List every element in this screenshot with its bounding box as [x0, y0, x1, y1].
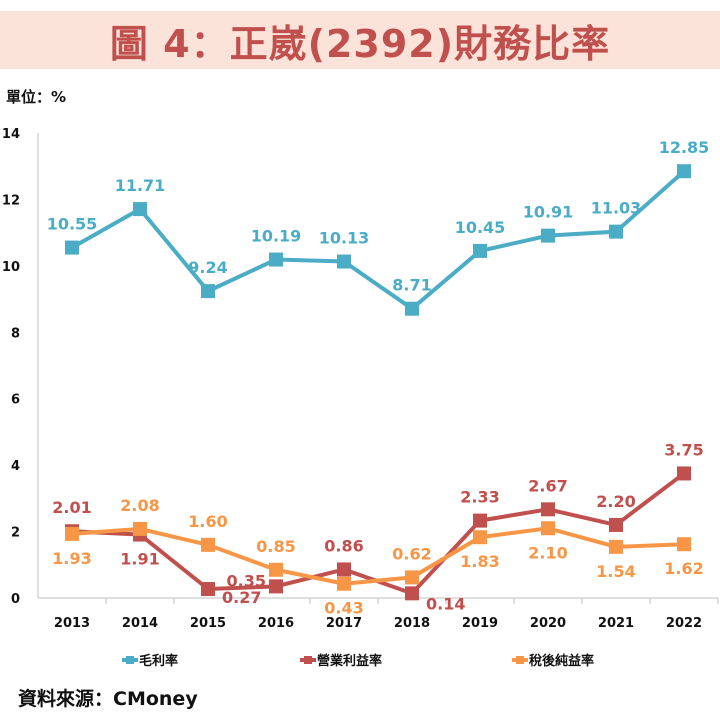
data-label: 1.60 — [188, 512, 227, 531]
y-tick-label: 6 — [11, 393, 20, 408]
data-label: 0.14 — [426, 594, 465, 613]
data-point — [269, 562, 283, 577]
data-label: 1.54 — [596, 562, 635, 581]
x-tick-label: 2022 — [666, 616, 702, 631]
data-point — [405, 301, 419, 316]
data-label: 2.01 — [52, 498, 91, 517]
x-tick-label: 2020 — [530, 616, 566, 631]
data-point — [201, 537, 215, 552]
legend-marker — [304, 656, 312, 664]
data-label: 10.55 — [47, 215, 98, 234]
series-line — [71, 169, 686, 312]
x-tick-label: 2013 — [54, 616, 90, 631]
data-label: 12.85 — [659, 138, 710, 157]
y-tick-label: 12 — [2, 193, 20, 208]
data-label: 1.93 — [52, 549, 91, 568]
y-tick-label: 10 — [2, 260, 20, 275]
data-label: 10.13 — [319, 229, 370, 248]
data-point — [677, 164, 691, 179]
source-label: 資料來源：CMoney — [18, 688, 198, 710]
x-tick-label: 2021 — [598, 616, 634, 631]
data-label: 0.43 — [324, 599, 363, 618]
data-point — [609, 517, 623, 532]
data-point — [133, 202, 147, 217]
y-tick-label: 2 — [11, 526, 20, 541]
data-label: 10.91 — [523, 203, 574, 222]
data-label: 10.19 — [251, 227, 302, 246]
data-label: 0.62 — [392, 544, 431, 563]
data-label: 10.45 — [455, 218, 506, 237]
data-point — [677, 466, 691, 481]
x-tick-label: 2018 — [394, 616, 430, 631]
data-label: 1.83 — [460, 552, 499, 571]
data-label: 0.85 — [256, 537, 295, 556]
chart-title: 圖 4：正崴(2392)財務比率 — [109, 21, 611, 66]
data-label: 1.91 — [120, 550, 159, 569]
data-point — [405, 586, 419, 601]
legend-label: 稅後純益率 — [529, 653, 594, 669]
legend-label: 營業利益率 — [317, 653, 382, 669]
data-label: 11.03 — [591, 199, 642, 218]
series-line — [71, 526, 685, 586]
data-label: 2.20 — [596, 492, 635, 511]
y-tick-label: 4 — [11, 459, 20, 474]
data-label: 2.10 — [528, 543, 567, 562]
data-point — [65, 240, 79, 255]
x-tick-label: 2014 — [122, 616, 158, 631]
data-label: 0.27 — [222, 588, 261, 607]
data-point — [541, 228, 555, 243]
data-label: 1.62 — [664, 559, 703, 578]
title-banner: 圖 4：正崴(2392)財務比率 — [0, 11, 720, 69]
data-label: 0.86 — [324, 536, 363, 555]
data-point — [473, 530, 487, 545]
data-point — [337, 562, 351, 577]
data-point — [473, 243, 487, 258]
x-tick-label: 2017 — [326, 616, 362, 631]
unit-label: 單位：% — [6, 88, 67, 106]
data-label: 2.08 — [120, 496, 159, 515]
data-point — [65, 526, 79, 541]
data-label: 11.71 — [115, 176, 166, 195]
x-tick-label: 2016 — [258, 616, 294, 631]
y-tick-label: 8 — [11, 326, 20, 341]
data-label: 8.71 — [392, 276, 431, 295]
data-point — [269, 579, 283, 594]
data-point — [405, 570, 419, 585]
data-point — [609, 539, 623, 554]
data-label: 9.24 — [188, 258, 227, 277]
x-tick-label: 2015 — [190, 616, 226, 631]
data-point — [201, 284, 215, 299]
data-label: 0.35 — [227, 571, 266, 590]
x-tick-label: 2019 — [462, 616, 498, 631]
legend-label: 毛利率 — [139, 653, 178, 669]
data-point — [473, 513, 487, 528]
data-point — [677, 537, 691, 552]
data-point — [269, 252, 283, 267]
data-label: 2.67 — [528, 476, 567, 495]
legend-marker — [126, 656, 134, 664]
data-point — [133, 521, 147, 536]
data-point — [541, 521, 555, 536]
data-point — [541, 502, 555, 517]
legend-marker — [516, 656, 524, 664]
y-tick-label: 0 — [11, 592, 20, 607]
data-point — [337, 254, 351, 269]
data-point — [337, 576, 351, 591]
y-tick-label: 14 — [2, 127, 20, 142]
data-point — [201, 582, 215, 597]
data-point — [609, 224, 623, 239]
data-label: 3.75 — [664, 440, 703, 459]
data-label: 2.33 — [460, 488, 499, 507]
